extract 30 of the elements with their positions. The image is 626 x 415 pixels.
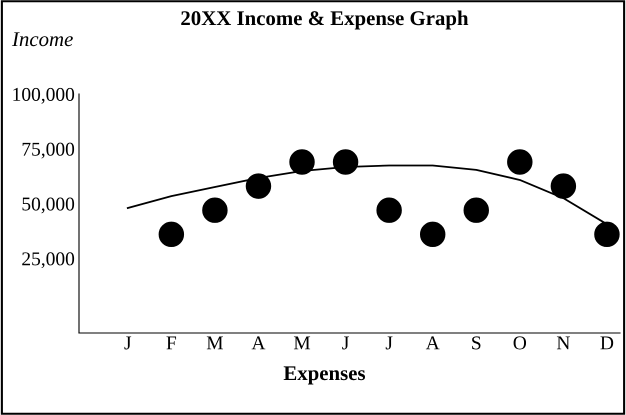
x-tick-label: F	[166, 336, 176, 350]
x-tick-label: O	[514, 336, 526, 350]
point	[594, 222, 620, 248]
point	[464, 197, 489, 223]
x-tick-label: J	[386, 336, 393, 350]
y-tick-label: 25,000	[22, 252, 74, 268]
chart-title: 20XX Income & Expense Graph	[181, 10, 468, 30]
x-tick-label: S	[472, 336, 480, 350]
x-tick-label: M	[294, 336, 310, 350]
point	[289, 149, 315, 175]
point	[550, 173, 576, 199]
point	[507, 149, 533, 175]
point	[158, 222, 184, 248]
y-tick-label: 75,000	[22, 142, 74, 159]
y-axis-title: Income	[12, 32, 73, 46]
x-tick-label: N	[556, 336, 570, 350]
y-tick-label: 100,000	[13, 88, 74, 104]
x-tick-label: A	[252, 336, 266, 350]
point	[202, 197, 228, 223]
y-tick-label: 50,000	[22, 197, 74, 214]
point	[332, 149, 358, 175]
x-tick-label: A	[426, 336, 440, 350]
x-tick-label: J	[124, 336, 132, 350]
x-tick-label: J	[342, 336, 349, 350]
x-tick-label: D	[600, 336, 614, 350]
x-tick-label: M	[206, 336, 223, 350]
x-axis-title: Expenses	[284, 366, 366, 384]
point	[420, 222, 446, 248]
point	[246, 173, 272, 199]
point	[376, 197, 402, 223]
